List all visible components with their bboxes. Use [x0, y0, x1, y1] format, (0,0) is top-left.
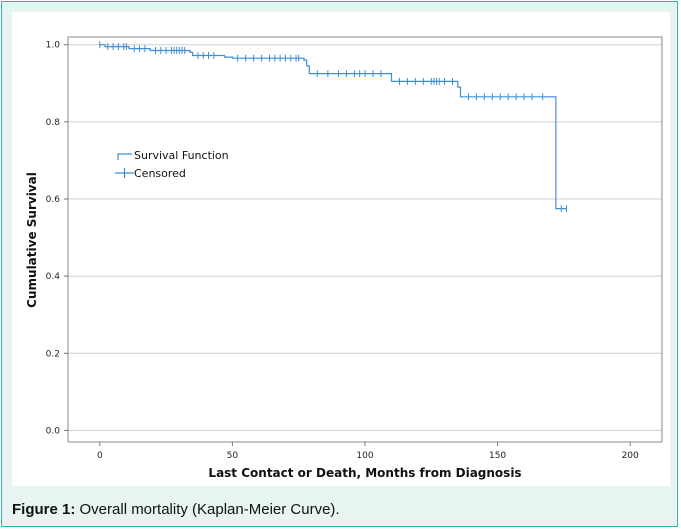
x-tick-label: 50 — [227, 451, 239, 461]
y-tick-label: 0.6 — [46, 195, 61, 205]
tick-layer: 0.0 0.2 0.4 0.6 0.8 1.0 0 50 100 150 200 — [46, 41, 639, 461]
x-axis-title: Last Contact or Death, Months from Diagn… — [208, 466, 521, 480]
kaplan-meier-chart: 0.0 0.2 0.4 0.6 0.8 1.0 0 50 100 150 200 Survival … — [25, 36, 663, 480]
figure-caption: Figure 1: Overall mortality (Kaplan-Meie… — [12, 501, 672, 518]
x-tick-label: 100 — [356, 451, 373, 461]
caption-text: Overall mortality (Kaplan-Meier Curve). — [75, 501, 340, 518]
legend-censored-swatch — [115, 168, 134, 178]
y-tick-label: 0.8 — [46, 118, 61, 128]
y-tick-label: 0.4 — [46, 272, 61, 282]
plot-area-border — [67, 36, 663, 443]
x-tick-label: 150 — [489, 451, 506, 461]
y-tick-label: 0.0 — [46, 426, 61, 436]
legend-censored-label: Censored — [134, 167, 186, 180]
x-tick-label: 0 — [97, 451, 103, 461]
x-tick-label: 200 — [622, 451, 639, 461]
legend-survival-swatch — [117, 153, 132, 160]
y-tick-label: 1.0 — [46, 41, 61, 51]
curve-layer — [99, 44, 567, 210]
legend: Survival Function Censored — [115, 149, 229, 180]
caption-label: Figure 1: — [12, 501, 76, 518]
plot-panel: 0.0 0.2 0.4 0.6 0.8 1.0 0 50 100 150 200 Survival … — [12, 12, 670, 486]
survival-function-line — [99, 44, 567, 210]
legend-survival-label: Survival Function — [134, 149, 229, 162]
censor-layer — [99, 41, 568, 213]
y-tick-label: 0.2 — [46, 349, 60, 359]
grid-layer — [68, 44, 662, 431]
y-axis-title: Cumulative Survival — [25, 172, 39, 308]
